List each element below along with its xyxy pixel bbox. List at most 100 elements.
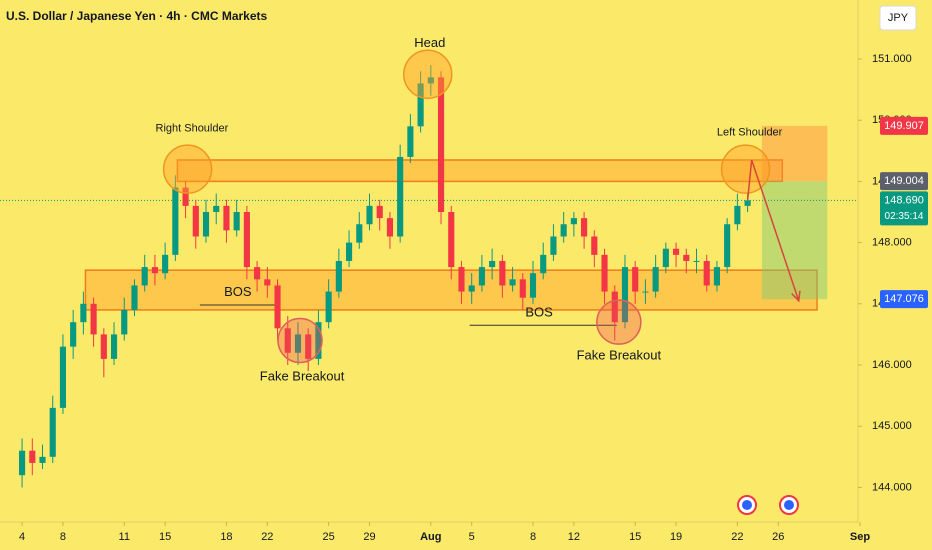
x-tick-label: Sep — [850, 531, 870, 543]
candle-body — [151, 267, 158, 274]
overlay: Right Shoulder Head Left Shoulder BOS BOS Fak… — [156, 35, 928, 384]
candle-body — [632, 267, 639, 292]
price-tag — [880, 172, 928, 191]
candle-body — [478, 267, 485, 286]
candle-body — [560, 224, 567, 237]
candle-body — [254, 267, 261, 280]
candle-body — [611, 291, 618, 323]
annotation: BOS — [525, 304, 553, 319]
candle-body — [744, 200, 751, 206]
price-tag-label: 149.907 — [884, 120, 924, 132]
candle-body — [591, 236, 598, 255]
candle-body — [397, 156, 404, 237]
pattern-circle — [596, 299, 642, 345]
stop-zone — [761, 125, 828, 182]
annotation: Head — [414, 35, 445, 50]
candle-body — [437, 77, 445, 213]
candle-body — [672, 248, 680, 255]
candle-body — [376, 205, 383, 219]
price-tag-label: 149.004 — [884, 175, 924, 187]
candle-body — [489, 260, 496, 268]
zone — [176, 159, 784, 183]
y-tick-label: 151.000 — [872, 53, 912, 65]
currency-label[interactable]: JPY — [888, 12, 909, 24]
candle-body — [642, 291, 649, 293]
candle-body — [121, 309, 128, 335]
candle-body — [49, 407, 56, 457]
event-icon[interactable] — [779, 495, 799, 515]
candle-body — [499, 260, 506, 286]
candle-body — [448, 212, 455, 268]
candle-body — [213, 205, 220, 213]
candle-body — [734, 205, 741, 225]
candle-body — [141, 267, 148, 286]
annotation: Fake Breakout — [577, 347, 662, 362]
candle-body — [386, 218, 394, 237]
chart-title: U.S. Dollar / Japanese Yen · 4h · CMC Ma… — [6, 9, 268, 23]
event-icon[interactable] — [737, 495, 757, 515]
candle-body — [223, 205, 230, 231]
candle-body — [366, 205, 373, 225]
candle-body — [131, 285, 138, 310]
candle-body — [529, 273, 537, 298]
candle-body — [294, 334, 302, 353]
currency-button[interactable] — [879, 5, 917, 31]
x-tick-label: 29 — [363, 531, 375, 543]
candle-body — [172, 187, 179, 255]
price-tag — [880, 191, 928, 226]
candle-body — [70, 322, 77, 347]
x-tick-label: 22 — [731, 531, 743, 543]
candle-body — [703, 260, 710, 286]
candle-body — [182, 187, 189, 206]
candle-body — [581, 218, 588, 237]
price-tag — [880, 116, 928, 135]
candle-body — [90, 303, 97, 335]
candle-body — [162, 254, 169, 274]
candle-body — [713, 267, 721, 286]
candle-body — [100, 334, 107, 359]
annotation: Right Shoulder — [156, 123, 229, 135]
x-tick-label: 11 — [119, 531, 130, 543]
pattern-circle — [277, 317, 323, 364]
x-tick-label: 8 — [530, 531, 536, 543]
candle-body — [693, 260, 700, 262]
candle-body — [284, 328, 291, 353]
x-tick-label: 19 — [670, 531, 682, 543]
candle-body — [540, 254, 547, 274]
candle-body — [325, 291, 332, 323]
pattern-circle — [403, 49, 453, 100]
candle-body — [427, 77, 434, 84]
candle-body — [243, 212, 250, 268]
candle-body — [305, 334, 312, 359]
x-tick-label: 15 — [629, 531, 641, 543]
candle-body — [19, 450, 26, 476]
candle-body — [509, 279, 516, 286]
price-tag-label: 148.690 — [884, 194, 924, 206]
x-tick-label: 4 — [19, 531, 25, 543]
candle-body — [59, 346, 67, 408]
x-tick-label: 26 — [772, 531, 784, 543]
candle-body — [458, 267, 465, 292]
arrow-head — [791, 290, 801, 303]
y-tick-label: 144.000 — [872, 481, 912, 493]
candle-body — [192, 205, 199, 237]
x-tick-label: 22 — [261, 531, 273, 543]
candle-body — [550, 236, 557, 255]
candle-body — [621, 267, 629, 323]
candle-body — [233, 212, 240, 231]
y-tick-label: 145.000 — [872, 420, 912, 432]
candle-body — [315, 322, 322, 359]
candle-body — [264, 279, 271, 286]
annotation: Fake Breakout — [260, 369, 345, 384]
target-zone — [761, 181, 828, 300]
candle-body — [519, 279, 526, 298]
candle-body — [407, 126, 414, 157]
candle-body — [724, 224, 731, 268]
projection-arrow — [746, 159, 800, 301]
x-tick-label: 15 — [159, 531, 171, 543]
x-tick-label: 12 — [568, 531, 580, 543]
candle-body — [335, 260, 342, 292]
candle-body — [346, 242, 353, 261]
